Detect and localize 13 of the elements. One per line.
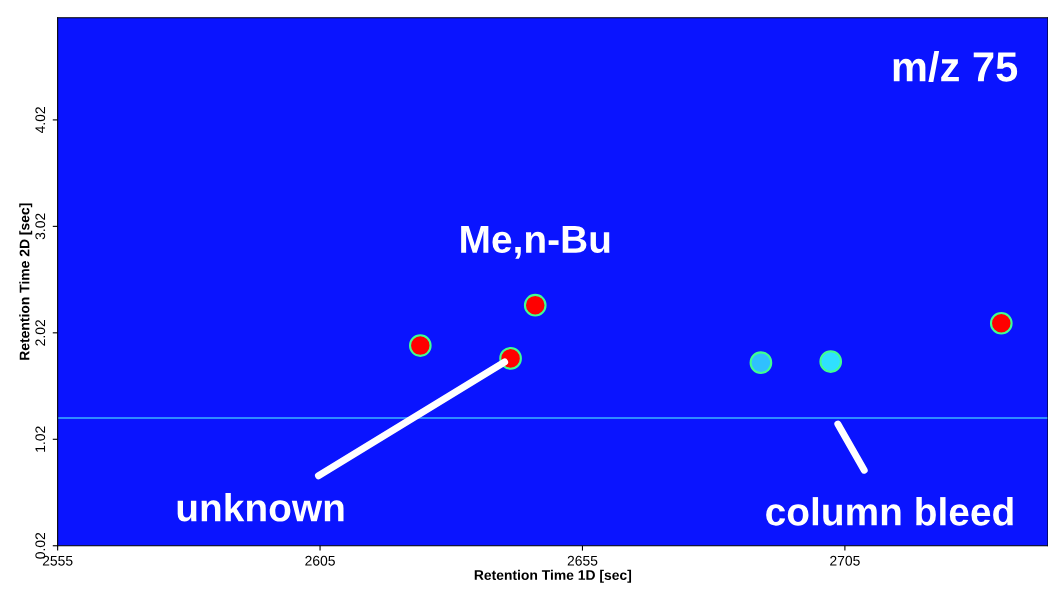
y-axis-title: Retention Time 2D [sec] <box>19 203 33 360</box>
annotation: column bleed <box>766 497 1013 526</box>
y-tick-label: 1.02 <box>35 426 46 452</box>
x-tick-label: 2655 <box>567 555 598 566</box>
y-tick-label: 2.02 <box>35 320 46 346</box>
y-tick-label: 3.02 <box>35 213 46 240</box>
annotation: unknown <box>177 493 344 522</box>
x-axis-title: Retention Time 1D [sec] <box>474 569 632 583</box>
y-tick-label: 4.02 <box>35 107 46 134</box>
annotation: Me,n-Bu <box>461 225 610 259</box>
annotation: m/z 75 <box>893 51 1018 83</box>
x-tick-label: 2705 <box>830 555 860 566</box>
x-tick-label: 2605 <box>305 555 335 566</box>
